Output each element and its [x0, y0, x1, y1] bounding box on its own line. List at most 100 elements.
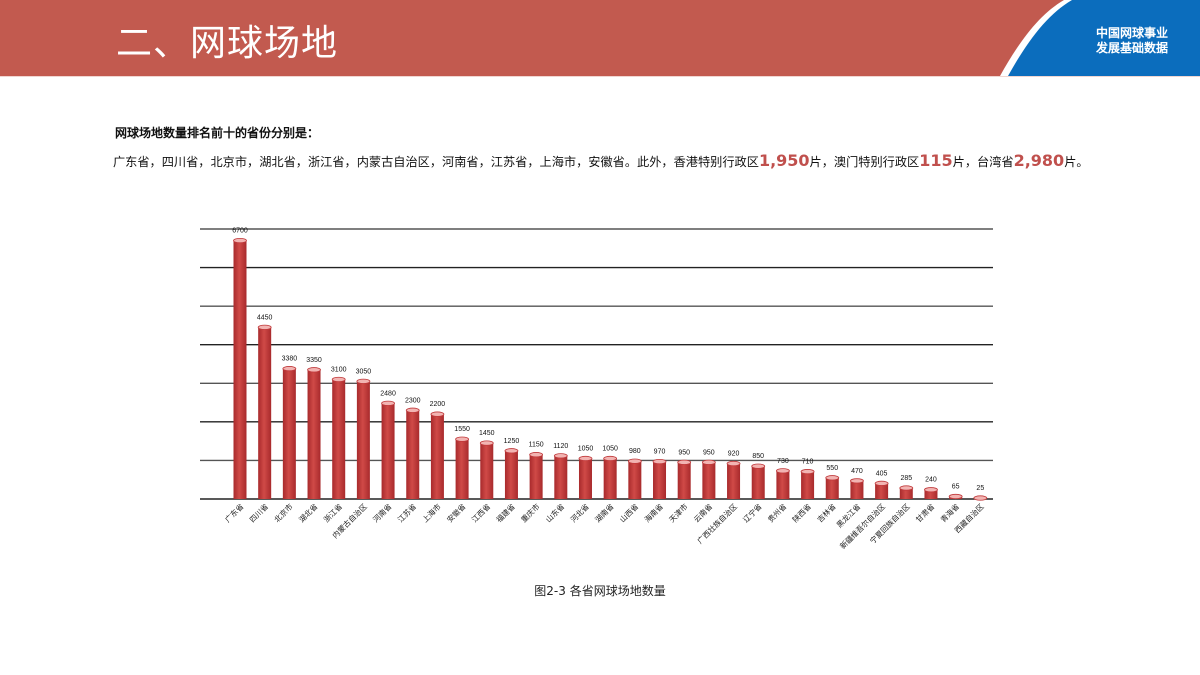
bar-value-label: 1550: [454, 426, 470, 433]
category-label: 江苏省: [395, 501, 418, 524]
chart-caption: 图2-3 各省网球场地数量: [534, 584, 666, 598]
bar: 950: [677, 449, 692, 499]
category-label: 云南省: [691, 501, 714, 524]
category-label: 安徽省: [445, 501, 468, 524]
bar: 920: [726, 451, 741, 499]
bar: 1050: [578, 446, 594, 499]
bar-value-label: 1250: [504, 438, 520, 445]
bar-value-label: 240: [925, 477, 937, 484]
macau-value: 115: [919, 151, 953, 170]
bar-value-label: 65: [952, 483, 960, 490]
bar: 1550: [454, 426, 470, 499]
category-label: 山西省: [617, 501, 640, 524]
bar-value-label: 1450: [479, 430, 495, 437]
bar: 285: [899, 475, 914, 499]
category-label: 河北省: [568, 501, 591, 524]
bar-value-label: 710: [802, 459, 814, 466]
bar-value-label: 1120: [553, 443, 568, 450]
header-divider: [0, 76, 1200, 77]
bar-value-label: 1050: [602, 446, 618, 453]
category-label: 福建省: [494, 501, 517, 524]
bar: 550: [825, 465, 840, 499]
category-label: 新疆维吾尔自治区: [838, 501, 888, 551]
badge-swoosh-icon: [1000, 0, 1200, 76]
category-label: 陕西省: [790, 501, 813, 524]
category-label: 吉林省: [815, 501, 838, 524]
category-label: 山东省: [543, 501, 566, 524]
category-label: 四川省: [247, 501, 270, 524]
bar-value-label: 1050: [578, 446, 594, 453]
bar-value-label: 920: [728, 451, 740, 458]
bar: 3380: [282, 356, 298, 499]
bar: 470: [850, 468, 864, 499]
brand-badge: 中国网球事业 发展基础数据: [1000, 0, 1200, 76]
bar: 405: [874, 470, 889, 499]
bar-value-label: 730: [777, 458, 789, 465]
bar: 3350: [306, 357, 322, 499]
badge-line-1: 中国网球事业: [1095, 26, 1168, 40]
bar-value-label: 2480: [380, 390, 396, 397]
category-label: 广东省: [222, 501, 245, 524]
bar-value-label: 850: [752, 453, 764, 460]
category-label: 上海市: [420, 501, 443, 524]
intro-unit-1: 片，澳门特别行政区: [809, 155, 920, 169]
bar: 240: [924, 477, 938, 499]
bar-value-label: 3100: [331, 366, 347, 373]
bar: 65: [948, 483, 963, 500]
bar: 1150: [529, 442, 544, 499]
bar-value-label: 980: [629, 448, 641, 455]
intro-body: 广东省，四川省，北京市，湖北省，浙江省，内蒙古自治区，河南省，江苏省，上海市，安…: [113, 151, 1089, 172]
category-label: 浙江省: [321, 501, 344, 524]
bar: 4450: [257, 314, 273, 499]
bar: 950: [701, 449, 716, 499]
intro-heading: 网球场地数量排名前十的省份分别是：: [115, 126, 320, 140]
category-label: 湖北省: [296, 501, 319, 524]
bar-value-label: 6700: [232, 228, 248, 235]
bar-value-label: 2300: [405, 397, 421, 404]
category-label: 河南省: [370, 501, 393, 524]
bar-value-label: 470: [851, 468, 863, 475]
bar: 3100: [331, 366, 347, 499]
bar-value-label: 3350: [306, 357, 322, 364]
badge-text: 中国网球事业 发展基础数据: [1096, 26, 1168, 56]
bar-value-label: 4450: [257, 314, 273, 321]
category-label: 海南省: [642, 501, 665, 524]
bar-value-label: 970: [654, 449, 666, 456]
category-label: 辽宁省: [741, 501, 764, 524]
bar: 25: [973, 485, 988, 501]
category-label: 北京市: [272, 501, 295, 524]
bar: 2200: [430, 401, 446, 499]
bar-value-label: 285: [900, 475, 912, 482]
category-label: 江西省: [469, 501, 492, 524]
bar: 1050: [602, 446, 618, 499]
category-label: 湖南省: [593, 501, 616, 524]
bar-value-label: 2200: [430, 401, 446, 408]
slide-header: 二、网球场地 中国网球事业 发展基础数据: [0, 0, 1200, 76]
intro-unit-2: 片，台湾省: [952, 155, 1014, 169]
bar: 850: [751, 453, 766, 499]
bar-value-label: 950: [678, 449, 690, 456]
bar: 2480: [380, 390, 396, 499]
bar: 730: [776, 458, 790, 499]
bar-value-label: 3050: [356, 368, 372, 375]
bar: 1120: [553, 443, 568, 499]
bar: 970: [652, 449, 667, 499]
intro-unit-3: 片。: [1064, 155, 1089, 169]
category-label: 天津市: [667, 501, 690, 524]
category-label: 贵州省: [765, 501, 788, 524]
bar: 2300: [405, 397, 421, 499]
bar-value-label: 25: [976, 485, 984, 492]
bar: 980: [627, 448, 642, 499]
category-label: 重庆市: [519, 501, 542, 524]
bar: 1450: [479, 430, 495, 499]
page-title: 二、网球场地: [116, 23, 339, 64]
bar-value-label: 950: [703, 449, 715, 456]
bar-value-label: 405: [876, 470, 888, 477]
bar: 710: [800, 459, 815, 499]
taiwan-value: 2,980: [1013, 151, 1065, 170]
bar: 1250: [504, 438, 520, 499]
bar-value-label: 1150: [529, 442, 544, 449]
category-label: 甘肃省: [913, 501, 936, 524]
bar: 3050: [356, 368, 372, 499]
bar-value-label: 3380: [282, 356, 298, 363]
